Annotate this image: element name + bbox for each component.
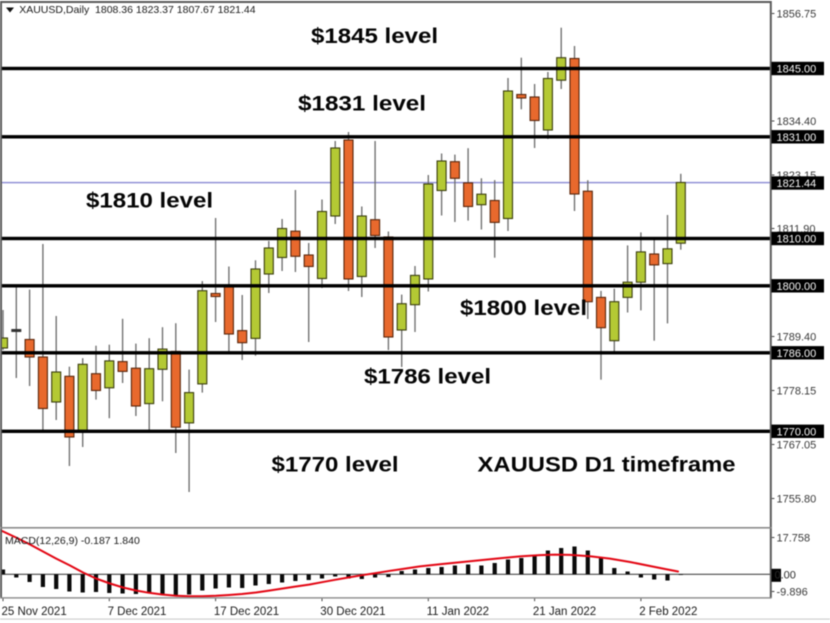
svg-text:1845.00: 1845.00 [777, 64, 817, 76]
svg-text:1789.40: 1789.40 [777, 332, 817, 344]
svg-text:-9.896: -9.896 [777, 587, 808, 599]
svg-text:1755.80: 1755.80 [777, 494, 817, 506]
svg-text:7 Dec 2021: 7 Dec 2021 [108, 606, 167, 618]
svg-text:1786.00: 1786.00 [777, 348, 817, 360]
svg-text:2 Feb 2022: 2 Feb 2022 [639, 606, 697, 618]
svg-text:$1770 level: $1770 level [272, 453, 399, 476]
svg-text:1767.05: 1767.05 [777, 440, 817, 452]
svg-text:1800.00: 1800.00 [777, 281, 817, 293]
svg-text:XAUUSD,Daily 1808.36 1823.37: XAUUSD,Daily 1808.36 1823.37 1807.67 182… [19, 4, 256, 16]
svg-text:25 Nov 2021: 25 Nov 2021 [2, 606, 67, 618]
svg-text:1831.00: 1831.00 [777, 132, 817, 144]
svg-text:1834.40: 1834.40 [777, 116, 817, 128]
svg-text:$1810 level: $1810 level [86, 189, 213, 212]
svg-text:$1786 level: $1786 level [364, 365, 491, 388]
svg-text:1856.75: 1856.75 [777, 9, 817, 21]
svg-text:XAUUSD D1 timeframe: XAUUSD D1 timeframe [478, 453, 736, 476]
svg-text:0.00: 0.00 [775, 569, 796, 581]
svg-text:$1845 level: $1845 level [311, 25, 438, 48]
svg-text:1821.44: 1821.44 [777, 178, 817, 190]
svg-text:$1831 level: $1831 level [298, 92, 426, 115]
svg-text:21 Jan 2022: 21 Jan 2022 [533, 606, 596, 618]
svg-text:17 Dec 2021: 17 Dec 2021 [214, 606, 279, 618]
svg-text:MACD(12,26,9) -0.187 1.840: MACD(12,26,9) -0.187 1.840 [5, 535, 140, 547]
svg-text:1778.15: 1778.15 [777, 386, 817, 398]
svg-text:17.758: 17.758 [777, 533, 811, 545]
svg-text:1810.00: 1810.00 [777, 234, 817, 246]
svg-text:$1800 level: $1800 level [460, 297, 587, 320]
svg-text:11 Jan 2022: 11 Jan 2022 [427, 606, 489, 618]
svg-text:1770.00: 1770.00 [777, 426, 817, 438]
svg-text:30 Dec 2021: 30 Dec 2021 [320, 606, 385, 618]
